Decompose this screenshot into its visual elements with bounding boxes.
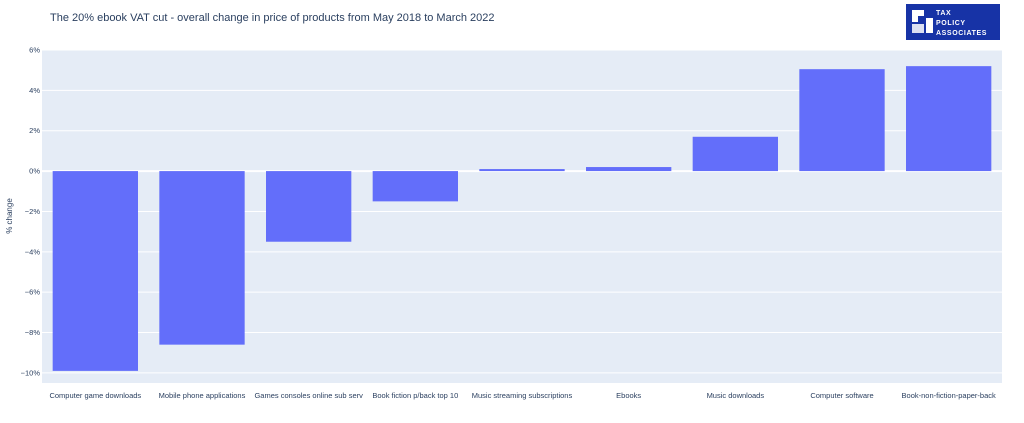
logo: TAX POLICY ASSOCIATES xyxy=(906,4,1000,40)
x-tick-label: Book-non-fiction-paper-back xyxy=(902,391,996,400)
bar xyxy=(52,171,138,371)
y-tick-label: −2% xyxy=(25,207,41,216)
y-axis-title: % change xyxy=(5,198,14,234)
x-tick-label: Music downloads xyxy=(707,391,765,400)
bar xyxy=(906,66,992,172)
tax-policy-logo-mark-icon xyxy=(912,10,933,33)
bar xyxy=(799,69,885,172)
x-tick-label: Computer software xyxy=(810,391,873,400)
y-tick-label: 6% xyxy=(29,46,40,55)
y-tick-label: −8% xyxy=(25,328,41,337)
x-tick-label: Book fiction p/back top 10 xyxy=(372,391,458,400)
bar xyxy=(159,171,245,345)
y-tick-label: 4% xyxy=(29,86,40,95)
x-tick-label: Computer game downloads xyxy=(49,391,141,400)
x-tick-label: Ebooks xyxy=(616,391,641,400)
y-tick-label: −6% xyxy=(25,288,41,297)
bar xyxy=(479,169,565,172)
y-tick-label: 0% xyxy=(29,167,40,176)
x-tick-label: Music streaming subscriptions xyxy=(472,391,573,400)
chart-title: The 20% ebook VAT cut - overall change i… xyxy=(50,12,495,24)
logo-line-1: TAX xyxy=(936,10,951,17)
y-axis-ticks: 6% 4% 2% 0% −2% −4% −6% −8% −10% xyxy=(21,46,41,378)
y-tick-label: −4% xyxy=(25,247,41,256)
x-axis-ticks: Computer game downloads Mobile phone appl… xyxy=(49,391,996,400)
y-tick-label: 2% xyxy=(29,126,40,135)
bars xyxy=(52,66,992,371)
bar xyxy=(266,171,352,242)
y-tick-label: −10% xyxy=(21,368,41,377)
bar xyxy=(372,171,458,202)
x-tick-label: Games consoles online sub serv xyxy=(254,391,363,400)
x-tick-label: Mobile phone applications xyxy=(159,391,246,400)
logo-line-2: POLICY xyxy=(936,20,966,27)
bar xyxy=(586,167,672,172)
bar xyxy=(692,136,778,172)
logo-line-3: ASSOCIATES xyxy=(936,30,987,37)
